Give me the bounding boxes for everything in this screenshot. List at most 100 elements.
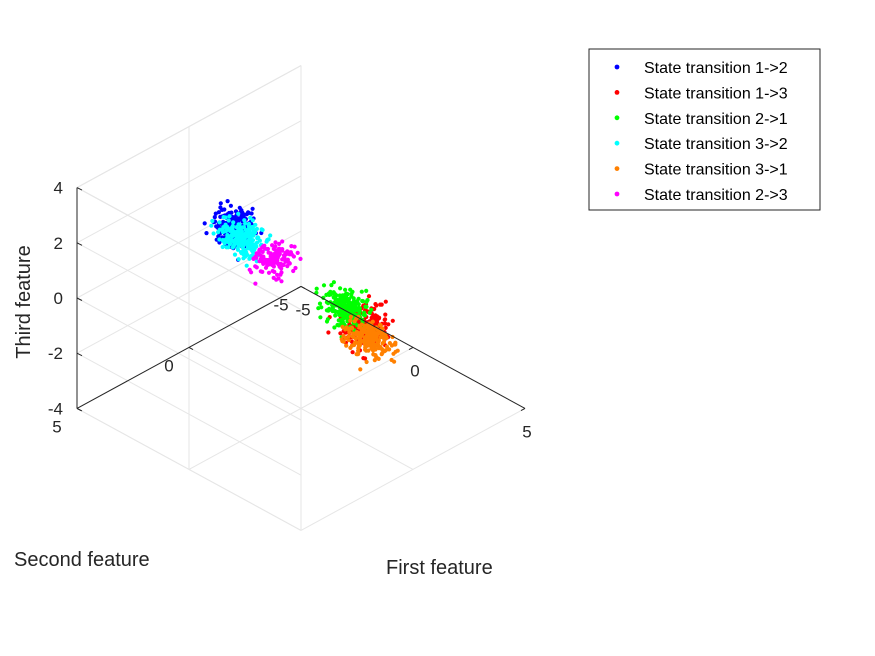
data-point: [383, 321, 388, 326]
data-point: [352, 308, 357, 313]
z-tick-label: 2: [54, 234, 63, 253]
data-point: [253, 281, 258, 286]
data-point: [329, 283, 334, 288]
data-point: [374, 303, 379, 308]
data-point: [391, 351, 396, 356]
data-point: [357, 323, 362, 328]
data-point: [260, 249, 265, 254]
data-point: [221, 215, 226, 220]
legend-marker: [614, 90, 620, 95]
data-point: [221, 224, 226, 230]
data-point: [241, 225, 247, 230]
data-point: [317, 301, 323, 306]
data-point: [248, 254, 253, 259]
legend-label: State transition 3->2: [644, 136, 788, 153]
data-point: [384, 344, 389, 349]
data-point: [395, 348, 400, 353]
data-point: [331, 295, 336, 300]
data-point: [358, 367, 363, 372]
data-point: [275, 260, 280, 265]
data-point: [254, 255, 259, 260]
data-point: [239, 214, 244, 219]
data-point: [338, 286, 343, 291]
data-point: [255, 235, 260, 240]
data-point: [250, 224, 255, 230]
data-point: [220, 244, 225, 250]
data-point: [293, 265, 298, 271]
data-point: [248, 215, 253, 220]
data-point: [241, 240, 246, 245]
data-point: [217, 237, 222, 242]
data-point: [373, 347, 378, 352]
legend-label: State transition 3->1: [644, 162, 788, 179]
data-point: [254, 226, 259, 231]
data-point: [235, 245, 240, 251]
data-point: [254, 240, 260, 245]
x-tick-label: -5: [295, 300, 310, 319]
legend-marker: [614, 64, 620, 70]
data-point: [248, 242, 253, 247]
data-point: [279, 262, 284, 267]
data-point: [349, 303, 354, 308]
data-point: [369, 325, 374, 330]
data-point: [270, 257, 275, 262]
data-point: [383, 312, 388, 317]
data-point: [340, 324, 345, 329]
data-point: [209, 223, 214, 228]
data-point: [343, 313, 348, 318]
data-point: [292, 244, 297, 249]
data-point: [227, 239, 232, 244]
data-point: [364, 304, 369, 309]
data-point: [376, 356, 381, 361]
data-point: [332, 325, 337, 330]
data-point: [213, 211, 218, 216]
data-point: [226, 218, 231, 223]
legend-marker: [614, 191, 620, 197]
data-point: [369, 335, 375, 340]
data-point: [225, 199, 230, 204]
grid-line: [76, 120, 302, 244]
data-point: [228, 203, 233, 208]
data-point: [227, 214, 232, 219]
data-point: [326, 330, 331, 335]
data-point: [222, 239, 227, 244]
data-point: [346, 338, 351, 343]
data-point: [355, 352, 360, 357]
data-point: [361, 356, 366, 361]
data-point: [258, 256, 263, 261]
data-point: [362, 326, 367, 332]
grid-line: [76, 187, 302, 311]
data-point: [223, 229, 229, 234]
data-point: [220, 207, 225, 212]
data-point: [273, 244, 278, 249]
data-point: [279, 266, 284, 271]
x-tick-mark: [296, 285, 302, 290]
data-point: [344, 343, 349, 348]
data-point: [360, 298, 365, 304]
data-point: [242, 218, 247, 223]
data-point: [370, 331, 375, 336]
data-point: [366, 294, 372, 299]
data-point: [328, 289, 333, 294]
data-point: [262, 243, 267, 248]
z-tick-mark: [76, 187, 83, 191]
data-point: [364, 359, 369, 365]
data-point: [371, 343, 376, 348]
data-point: [241, 256, 246, 261]
data-point: [389, 357, 394, 363]
data-point: [244, 263, 249, 268]
data-point: [275, 252, 280, 257]
data-point: [237, 205, 242, 210]
data-point: [349, 291, 354, 296]
data-point: [277, 241, 282, 246]
x-tick-label: 5: [522, 422, 531, 441]
data-point: [354, 329, 359, 335]
z-tick-label: -4: [48, 399, 63, 418]
data-point: [291, 268, 296, 274]
data-point: [258, 269, 263, 274]
data-point: [280, 247, 285, 252]
axis-lines: [76, 187, 526, 412]
data-point: [227, 242, 232, 247]
grid-line: [300, 407, 526, 531]
